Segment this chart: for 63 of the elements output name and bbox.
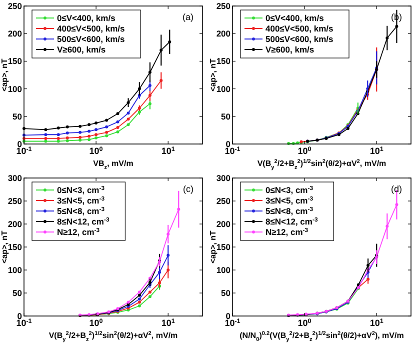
legend-label: 400≤V<500, km/s bbox=[266, 23, 334, 34]
y-tick-label: 200 bbox=[216, 28, 231, 39]
x-tick-label: 10$^{0}$ bbox=[89, 146, 104, 156]
y-tick-label: 150 bbox=[8, 56, 22, 66]
y-tick-label: 100 bbox=[216, 264, 231, 275]
y-tick-label: 0 bbox=[17, 310, 22, 321]
y-tick-label: 0 bbox=[226, 138, 231, 149]
x-tick-label: 10$^{1}$ bbox=[161, 318, 176, 328]
legend-label: 8≤N<12, cm$^{-3}$ bbox=[266, 216, 318, 226]
text: (c) bbox=[183, 184, 194, 194]
y-tick-label: 250 bbox=[8, 0, 22, 11]
y-tick-label: 250 bbox=[8, 196, 22, 206]
legend-label: 400≤V<500, km/s bbox=[57, 23, 126, 34]
y-tick-label: 150 bbox=[216, 242, 231, 252]
text: (N/N$_{0}$)$^{0.2}$(V(B$_{y}$$^{2}$/2+B$_{z}$$^{2}$)$^{1/2}$sin$^{2}$(θ/2)+αV$^{2}$), mV/m bbox=[240, 331, 404, 343]
text: (d) bbox=[391, 184, 402, 194]
y-tick-label: 300 bbox=[216, 172, 231, 183]
y-tick-label: 200 bbox=[8, 218, 22, 229]
x-tick-label: 10$^{1}$ bbox=[161, 146, 176, 156]
y-axis-title: <ap>, nT bbox=[0, 58, 9, 92]
y-axis-title: <ap>, nT bbox=[0, 230, 9, 264]
x-tick-label: 10$^{1}$ bbox=[370, 318, 384, 328]
legend-label: 0≤N<3, cm$^{-3}$ bbox=[57, 184, 106, 195]
legend-label: 3≤N<5, cm$^{-3}$ bbox=[266, 195, 314, 206]
y-tick-label: 150 bbox=[8, 242, 22, 252]
legend-label: 0≤V<400, km/s bbox=[57, 12, 116, 23]
y-tick-label: 300 bbox=[8, 172, 22, 183]
legend-label: 0≤N<3, cm$^{-3}$ bbox=[266, 184, 314, 195]
y-axis-title: <ap>, nT bbox=[208, 230, 218, 264]
legend-label: N≥12, cm$^{-3}$ bbox=[57, 226, 100, 237]
text: V(B$_{y}$$^{2}$/2+B$_{z}$$^{2}$)$^{1/2}$sin$^{2}$(θ/2)+αV$^{2}$, mV/m bbox=[48, 331, 178, 343]
y-tick-label: 100 bbox=[8, 84, 22, 94]
legend-label: N≥12, cm$^{-3}$ bbox=[266, 226, 309, 237]
y-axis-title: <ap>, nT bbox=[208, 58, 218, 92]
x-tick-label: 10$^{0}$ bbox=[298, 146, 312, 156]
y-tick-label: 50 bbox=[221, 111, 231, 122]
y-tick-label: 50 bbox=[12, 288, 22, 298]
legend-label: V≥600, km/s bbox=[266, 44, 314, 54]
text: V(B$_{y}$$^{2}$/2+B$_{z}$$^{2}$)$^{1/2}$sin$^{2}$(θ/2)+αV$^{2}$, mV/m bbox=[257, 159, 386, 171]
legend-label: 500≤V<600, km/s bbox=[266, 34, 334, 44]
legend-label: V≥600, km/s bbox=[57, 44, 106, 54]
y-tick-label: 150 bbox=[216, 56, 231, 66]
x-axis-title: VB$_{z}$, mV/m bbox=[93, 159, 134, 171]
y-tick-label: 0 bbox=[17, 138, 22, 149]
legend-label: 3≤N<5, cm$^{-3}$ bbox=[57, 195, 106, 206]
y-tick-label: 50 bbox=[221, 288, 231, 298]
legend-label: 500≤V<600, km/s bbox=[57, 34, 126, 44]
y-tick-label: 250 bbox=[216, 0, 231, 11]
legend-label: 0≤V<400, km/s bbox=[266, 12, 324, 23]
text: (a) bbox=[182, 12, 194, 22]
legend-label: 8≤N<12, cm$^{-3}$ bbox=[57, 216, 110, 226]
y-tick-label: 200 bbox=[8, 28, 22, 39]
y-tick-label: 50 bbox=[12, 111, 22, 122]
x-tick-label: 10$^{1}$ bbox=[370, 146, 384, 156]
x-tick-label: 10$^{0}$ bbox=[298, 318, 312, 328]
x-tick-label: 10$^{0}$ bbox=[89, 318, 104, 328]
legend-label: 5≤N<8, cm$^{-3}$ bbox=[266, 206, 314, 216]
legend-label: 5≤N<8, cm$^{-3}$ bbox=[57, 206, 106, 216]
y-tick-label: 250 bbox=[216, 196, 231, 206]
y-tick-label: 200 bbox=[216, 218, 231, 229]
y-tick-label: 100 bbox=[216, 84, 231, 94]
y-tick-label: 100 bbox=[8, 264, 22, 275]
y-tick-label: 0 bbox=[226, 310, 231, 321]
